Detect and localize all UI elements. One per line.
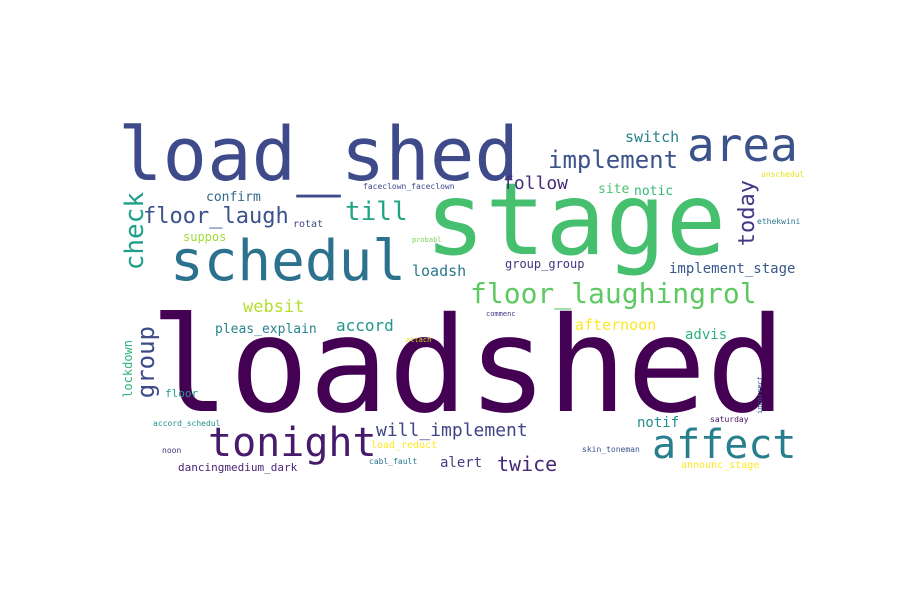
- word-affect: affect: [652, 422, 797, 468]
- word-loadshed: loadshed: [150, 289, 786, 443]
- word-ethekwini: ethekwini: [757, 217, 801, 226]
- word-rotat: rotat: [293, 219, 324, 230]
- word-floor: floor: [165, 387, 199, 400]
- word-attach: attach: [406, 336, 432, 344]
- word-twice: twice: [497, 452, 558, 476]
- word-loadsh: loadsh: [412, 262, 467, 280]
- word-probabl: probabl: [412, 236, 442, 244]
- word-cabl-fault: cabl_fault: [369, 457, 418, 466]
- word-announc-stage: announc_stage: [681, 460, 760, 471]
- word-noon: noon: [162, 446, 182, 455]
- word-implement-stage: implement_stage: [669, 261, 796, 277]
- word-switch: switch: [625, 128, 680, 146]
- word-load-reduct: load_reduct: [371, 440, 438, 451]
- word-till: till: [345, 197, 408, 227]
- word-pleas-explain: pleas_explain: [215, 322, 317, 337]
- word-today: today: [735, 180, 760, 247]
- word-commenc: commenc: [486, 310, 516, 318]
- word-advis: advis: [685, 327, 728, 343]
- word-saturday: saturday: [710, 415, 749, 424]
- word-follow: follow: [503, 173, 569, 194]
- word-implement: implement: [548, 146, 679, 174]
- word-site: site: [598, 182, 630, 197]
- word-dancingmedium-dark: dancingmedium_dark: [178, 461, 298, 474]
- word-notif: notif: [637, 415, 680, 431]
- word-tonight: tonight: [208, 420, 377, 466]
- word-floor-laugh: floor_laugh: [143, 204, 289, 229]
- word-accord-schedul: accord_schedul: [153, 419, 221, 428]
- word-confirm: confirm: [206, 190, 261, 205]
- word-faceclown-faceclown: faceclown_faceclown: [363, 182, 455, 191]
- word-incorrect: incorrect: [756, 376, 764, 414]
- word-group-group: group_group: [505, 257, 585, 271]
- word-stage: stage: [425, 161, 727, 278]
- word-unschedul: unschedul: [761, 170, 805, 179]
- word-lockdown: lockdown: [121, 340, 135, 398]
- word-floor-laughingrol: floor_laughingrol: [470, 277, 757, 310]
- word-schedul: schedul: [170, 229, 407, 294]
- word-suppos: suppos: [183, 230, 227, 244]
- word-notic: notic: [634, 184, 674, 199]
- word-area: area: [687, 118, 798, 172]
- word-will-implement: will_implement: [376, 420, 528, 441]
- word-alert: alert: [440, 455, 483, 471]
- word-load-shed: load_shed: [118, 112, 519, 198]
- word-afternoon: afternoon: [575, 316, 657, 334]
- word-skin-toneman: skin_toneman: [582, 445, 640, 454]
- word-websit: websit: [243, 297, 305, 317]
- word-accord: accord: [336, 316, 394, 335]
- word-group: group: [132, 326, 160, 399]
